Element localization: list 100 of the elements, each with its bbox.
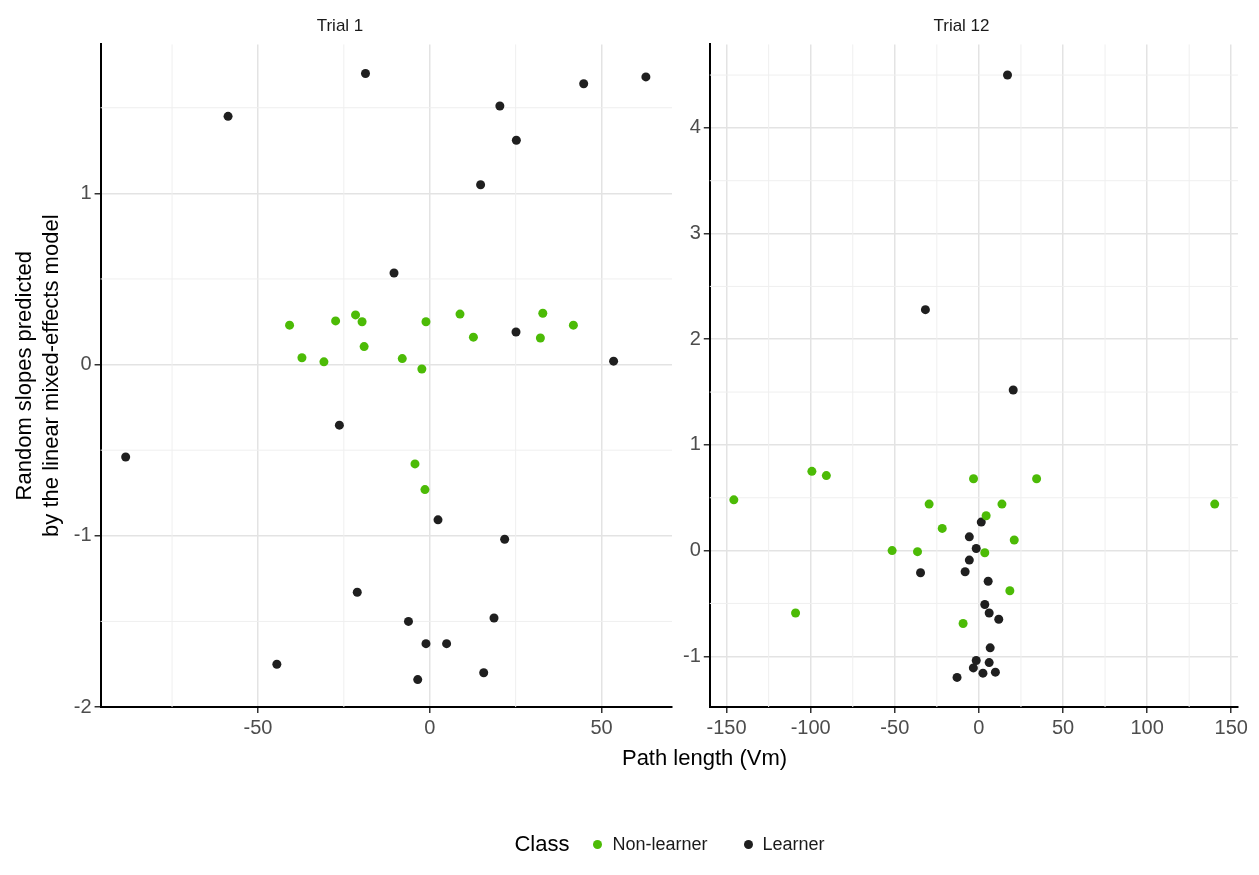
point	[980, 599, 990, 609]
point	[958, 619, 968, 629]
point	[568, 320, 578, 330]
legend-label: Learner	[762, 833, 825, 855]
point	[609, 356, 619, 366]
y-tick-label: 1	[689, 432, 701, 455]
point	[980, 548, 990, 558]
point	[983, 576, 993, 586]
point	[1210, 499, 1220, 509]
x-tick-label: -50	[243, 715, 273, 738]
point	[476, 180, 486, 190]
point	[969, 474, 979, 484]
point	[579, 79, 589, 89]
point	[971, 543, 981, 553]
y-tick-label: 3	[689, 221, 701, 244]
legend-title: Class	[514, 831, 570, 857]
point	[511, 327, 521, 337]
y-axis-title: Random slopes predicted by the linear mixed-effects model	[11, 214, 63, 537]
point	[403, 616, 413, 626]
point	[417, 364, 427, 374]
point	[331, 316, 341, 326]
point	[971, 656, 981, 665]
point	[285, 320, 295, 330]
y-tick-label: 0	[689, 538, 701, 561]
x-tick-label: 50	[1051, 715, 1075, 738]
point	[421, 317, 431, 327]
point	[535, 333, 545, 343]
x-tick-label: 0	[424, 715, 436, 738]
point	[297, 353, 307, 363]
point	[641, 72, 651, 82]
point	[495, 101, 505, 111]
point	[468, 332, 478, 342]
point	[994, 614, 1004, 624]
point	[223, 111, 233, 121]
point	[361, 69, 370, 79]
point	[455, 309, 465, 319]
point	[916, 568, 926, 578]
point	[511, 135, 521, 145]
point	[420, 485, 430, 495]
point	[1008, 385, 1018, 395]
point	[1009, 535, 1019, 545]
point	[978, 668, 988, 678]
point	[352, 587, 362, 597]
point	[442, 639, 452, 649]
y-tick-label: -1	[73, 523, 92, 546]
y-tick-label: 0	[80, 352, 92, 375]
point	[389, 268, 399, 278]
point	[397, 354, 407, 364]
point	[121, 452, 131, 462]
point	[821, 471, 831, 481]
point	[937, 523, 947, 533]
point	[319, 357, 329, 367]
point	[807, 466, 817, 476]
point	[413, 675, 423, 685]
chart-title: Trial 12	[933, 15, 990, 35]
x-tick-label: -100	[790, 715, 831, 738]
point	[272, 659, 282, 669]
point	[791, 608, 801, 618]
chart-title: Trial 1	[316, 15, 364, 35]
point	[357, 317, 367, 327]
point	[990, 667, 1000, 677]
point	[351, 310, 361, 320]
point	[887, 546, 897, 556]
point	[1005, 586, 1015, 596]
point	[359, 342, 369, 352]
x-tick-label: -150	[706, 715, 747, 738]
point	[997, 499, 1007, 509]
x-tick-label: -50	[880, 715, 910, 738]
point	[981, 511, 991, 521]
x-axis-title: Path length (Vm)	[620, 745, 789, 771]
point	[920, 305, 930, 315]
point	[334, 420, 344, 430]
point	[500, 534, 510, 544]
point	[433, 515, 443, 525]
point	[538, 308, 548, 318]
point	[976, 517, 986, 527]
y-tick-label: 4	[689, 115, 701, 138]
point	[968, 663, 978, 673]
y-tick-label: -2	[73, 694, 92, 717]
point	[729, 495, 739, 505]
x-tick-label: 100	[1130, 715, 1164, 738]
x-tick-label: 0	[973, 715, 985, 738]
point	[964, 532, 974, 542]
point	[913, 547, 923, 557]
y-tick-label: 1	[80, 180, 92, 203]
point	[984, 658, 994, 668]
y-tick-label: 2	[689, 326, 701, 349]
point	[984, 608, 994, 618]
point	[964, 555, 974, 565]
point	[489, 613, 499, 623]
point	[1003, 70, 1012, 80]
point	[960, 567, 970, 577]
y-tick-label: -1	[682, 643, 701, 666]
point	[479, 668, 489, 678]
point	[1032, 474, 1042, 484]
point	[924, 499, 934, 509]
point	[410, 459, 420, 469]
point	[952, 672, 962, 682]
x-tick-label: 150	[1214, 715, 1248, 738]
point	[985, 643, 995, 653]
